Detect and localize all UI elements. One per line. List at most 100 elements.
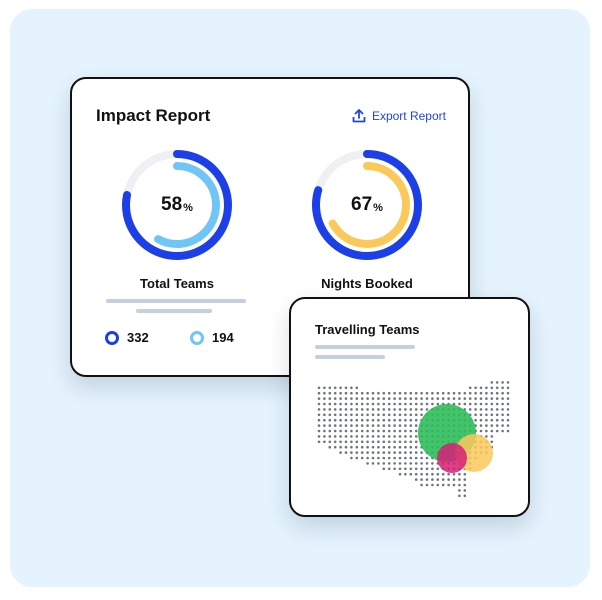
map-dot xyxy=(398,435,402,438)
map-dot xyxy=(414,429,418,433)
map-dot xyxy=(414,402,418,406)
map-dot xyxy=(387,429,391,433)
map-dot xyxy=(371,402,375,406)
map-dot xyxy=(441,483,445,487)
map-dot xyxy=(506,413,510,417)
map-dot xyxy=(344,451,348,454)
map-dot xyxy=(431,467,434,471)
map-dot xyxy=(420,456,423,460)
map-dot xyxy=(490,435,494,438)
map-dot xyxy=(328,397,332,400)
map-dot xyxy=(350,391,353,395)
map-dot xyxy=(393,440,396,444)
map-dot xyxy=(431,462,434,465)
map-dot xyxy=(371,424,375,427)
map-dot xyxy=(409,408,413,411)
map-dot xyxy=(350,424,353,427)
map-dot xyxy=(414,456,418,460)
map-dot xyxy=(344,397,348,400)
map-dot xyxy=(479,397,483,400)
map-dot xyxy=(420,397,423,400)
map-dot xyxy=(495,408,499,411)
total-teams-percent-unit: % xyxy=(183,201,193,214)
map-dot xyxy=(366,413,369,417)
map-dot xyxy=(387,451,391,454)
map-dot xyxy=(344,429,348,433)
map-dot xyxy=(355,391,359,395)
map-dot xyxy=(360,397,364,400)
map-dot xyxy=(317,408,321,411)
map-dot xyxy=(420,478,423,481)
map-dot xyxy=(404,435,407,438)
map-dot xyxy=(506,429,510,433)
map-dot xyxy=(382,462,386,465)
map-dot xyxy=(377,402,380,406)
map-dot xyxy=(344,435,348,438)
map-dot xyxy=(360,440,364,444)
map-dot xyxy=(409,424,413,427)
map-dot xyxy=(425,462,429,465)
map-dot xyxy=(360,451,364,454)
map-dot xyxy=(404,424,407,427)
map-dot xyxy=(382,413,386,417)
map-dot xyxy=(414,391,418,395)
map-dot xyxy=(366,397,369,400)
map-dot xyxy=(377,408,380,411)
impact-report-title: Impact Report xyxy=(96,106,211,125)
map-dot xyxy=(506,424,510,427)
map-dot xyxy=(409,435,413,438)
map-dot xyxy=(495,413,499,417)
map-dot xyxy=(328,418,332,422)
map-dot xyxy=(501,408,504,411)
map-dot xyxy=(387,462,391,465)
map-dot xyxy=(398,424,402,427)
total-teams-label: Total Teams xyxy=(140,276,214,291)
map-dot xyxy=(371,456,375,460)
map-dot xyxy=(490,386,494,390)
map-dot xyxy=(317,402,321,406)
map-dot xyxy=(441,472,445,476)
map-dot xyxy=(355,397,359,400)
map-dot xyxy=(414,462,418,465)
map-dot xyxy=(350,418,353,422)
map-dot xyxy=(382,424,386,427)
export-report-button[interactable]: Export Report xyxy=(352,109,446,123)
nights-booked-percent-unit: % xyxy=(373,201,383,214)
map-dot xyxy=(404,472,407,476)
map-dot xyxy=(404,391,407,395)
map-dot xyxy=(398,402,402,406)
map-dot xyxy=(409,462,413,465)
map-dot xyxy=(377,445,380,449)
map-dot xyxy=(409,451,413,454)
map-dot xyxy=(404,413,407,417)
map-dot xyxy=(404,408,407,411)
map-dot xyxy=(447,472,450,476)
map-dot xyxy=(360,445,364,449)
map-dot xyxy=(323,391,326,395)
map-dot xyxy=(414,467,418,471)
map-dot xyxy=(506,391,510,395)
map-dot xyxy=(387,391,391,395)
map-dot xyxy=(425,467,429,471)
map-dot xyxy=(339,413,342,417)
map-dot xyxy=(501,424,504,427)
map-dot xyxy=(398,397,402,400)
map-dot xyxy=(355,435,359,438)
map-dot xyxy=(328,391,332,395)
map-dot xyxy=(431,478,434,481)
map-dot xyxy=(409,402,413,406)
map-dot xyxy=(333,408,337,411)
map-dot xyxy=(420,408,423,411)
total-teams-percent: 58 xyxy=(161,194,183,215)
map-dot xyxy=(474,391,477,395)
map-dot xyxy=(495,429,499,433)
map-dot xyxy=(495,424,499,427)
map-dot xyxy=(333,402,337,406)
map-dot xyxy=(409,391,413,395)
map-dot xyxy=(425,391,429,395)
map-dot xyxy=(490,424,494,427)
map-dot xyxy=(404,402,407,406)
map-dot xyxy=(387,402,391,406)
map-dot xyxy=(474,408,477,411)
map-dot xyxy=(387,445,391,449)
